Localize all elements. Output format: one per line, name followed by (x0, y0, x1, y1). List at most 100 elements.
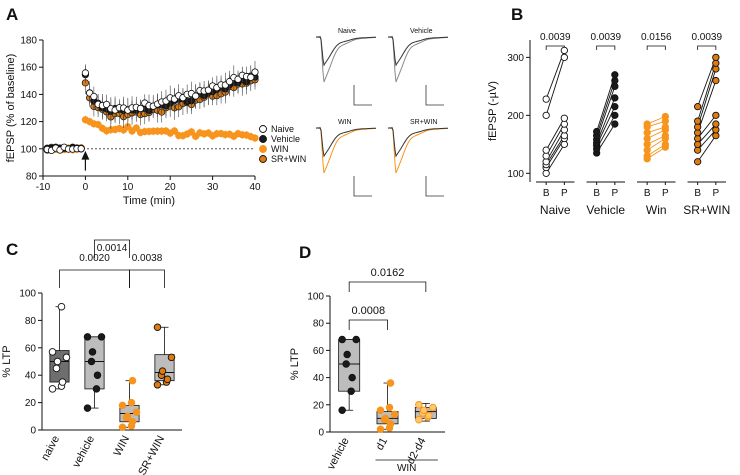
panel-label-b: B (511, 5, 523, 24)
data-point-p (560, 53, 568, 62)
x-tick-label: 10 (122, 182, 134, 193)
p-value: 0.0039 (691, 32, 722, 43)
data-point (128, 418, 137, 426)
data-point (385, 403, 394, 412)
x-tick-label: d2-d4 (405, 436, 429, 466)
induction-arrow-head (81, 150, 90, 160)
data-point (118, 423, 127, 432)
data-point (390, 410, 399, 419)
y-axis-label: % LTP (1, 345, 13, 377)
trace-naive: Naive (315, 28, 377, 106)
data-point (132, 124, 140, 132)
box-vehicle (83, 333, 106, 412)
data-point (53, 357, 62, 366)
data-point (58, 378, 67, 386)
p-value: 0.0008 (352, 305, 386, 317)
data-point-b (542, 146, 550, 154)
data-point (48, 348, 57, 356)
x-axis-label: Time (min) (123, 195, 175, 207)
legend-marker (259, 135, 267, 143)
significance-bracket (697, 45, 717, 50)
data-point-p (611, 71, 619, 79)
data-point-p (712, 120, 720, 128)
data-point (127, 398, 136, 407)
trace-label: Vehicle (410, 28, 433, 35)
data-point-b (593, 127, 601, 136)
data-point (347, 387, 355, 395)
comparison-bracket (129, 269, 165, 288)
y-tick-label: 80 (313, 319, 325, 330)
data-point (81, 69, 90, 77)
data-point (338, 335, 346, 344)
x-tick-label: 30 (207, 182, 219, 193)
group-label: Win (646, 203, 667, 217)
significance-bracket (646, 45, 666, 50)
data-point-p (611, 111, 619, 119)
trace-baseline (315, 126, 377, 158)
x-tick-label: P (612, 188, 619, 199)
p-value: 0.0162 (371, 267, 405, 279)
data-point (87, 357, 96, 366)
data-point (132, 408, 141, 416)
x-tick-label: vehicle (70, 434, 97, 470)
data-point-p (611, 94, 619, 102)
data-point (251, 134, 259, 142)
data-point-p (661, 112, 669, 121)
paired-line (697, 80, 717, 133)
legend-label: WIN (271, 144, 289, 154)
data-point-p (712, 111, 720, 119)
data-point (343, 350, 351, 359)
x-tick-label: B (543, 188, 550, 199)
group-label: WIN (397, 463, 416, 474)
legend-label: Vehicle (271, 134, 300, 144)
x-tick-label: 40 (249, 182, 261, 193)
data-point (57, 302, 66, 311)
y-tick-label: 40 (313, 373, 325, 384)
data-point-b (542, 95, 550, 103)
y-tick-label: 160 (20, 63, 37, 74)
y-tick-label: 80 (25, 316, 37, 327)
data-point (376, 406, 385, 414)
data-point (136, 104, 145, 113)
data-point (93, 371, 102, 379)
paired-line (697, 135, 717, 162)
x-tick-label: naive (39, 434, 62, 463)
data-point (77, 145, 85, 153)
x-tick-label: WIN (112, 434, 133, 459)
y-axis-label: % LTP (289, 348, 301, 380)
x-tick-label: P (561, 188, 568, 199)
data-point (97, 333, 106, 341)
data-point (123, 412, 132, 421)
paired-line (545, 57, 565, 116)
legend-marker (259, 125, 267, 133)
data-point (83, 404, 92, 412)
data-point (62, 353, 71, 362)
x-tick-label: B (644, 188, 651, 199)
data-point (187, 128, 195, 136)
data-point (425, 411, 433, 420)
scale-bar (353, 85, 372, 106)
group-label: SR+WIN (683, 203, 730, 217)
comparison-bracket (348, 281, 427, 292)
p-value: 0.0020 (79, 253, 110, 264)
panel-label-c: C (6, 240, 18, 259)
data-point (381, 414, 390, 423)
data-point (386, 420, 395, 428)
panel-a: A 80 100 120 140 160 180 -10 0 10 20 30 40 Time (min)… (5, 5, 306, 207)
legend-label: SR+WIN (271, 154, 306, 164)
data-point-b (542, 111, 550, 119)
series-naive (43, 60, 259, 155)
trace-baseline (387, 126, 449, 158)
panel-label-a: A (6, 5, 18, 24)
x-tick-label: 0 (83, 182, 89, 193)
group-naive: B P Naive 0.0039 (536, 32, 575, 217)
data-point (83, 333, 92, 341)
comparison-bracket (94, 239, 130, 258)
legend-marker (259, 145, 267, 153)
box-vehicle (338, 335, 361, 414)
data-point (342, 360, 350, 368)
legend-label: Naive (271, 124, 294, 134)
panel-label-d: D (299, 243, 311, 262)
y-tick-label: 100 (507, 169, 524, 180)
